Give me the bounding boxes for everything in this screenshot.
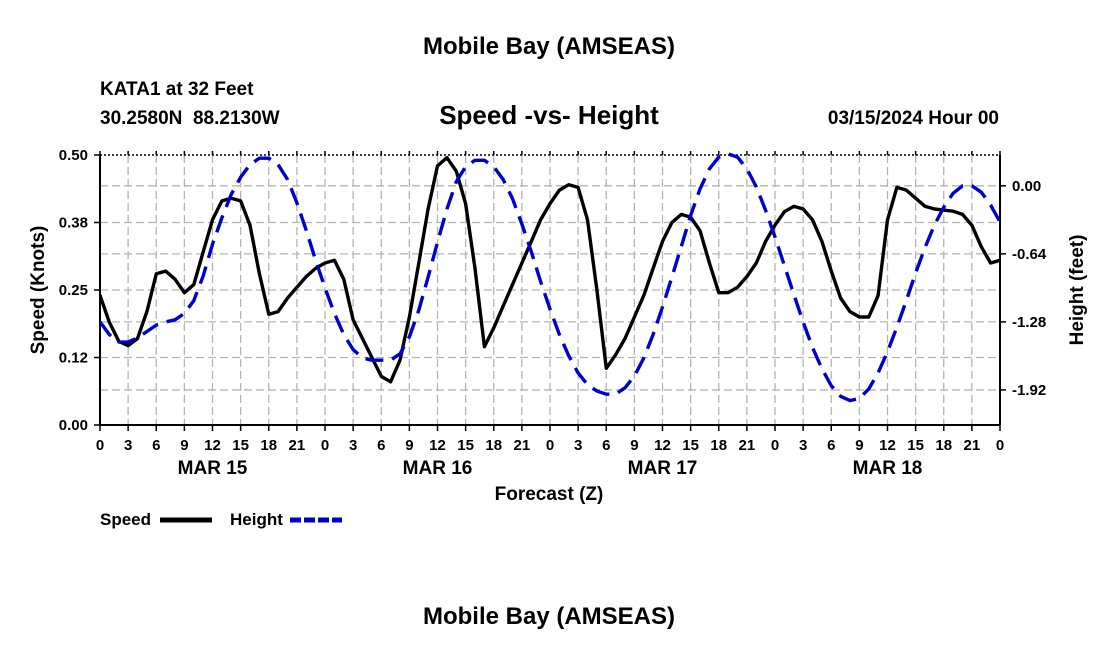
y-tick-label: 0.00 <box>59 417 88 434</box>
x-tick-label: 0 <box>321 437 329 454</box>
footer-title: Mobile Bay (AMSEAS) <box>423 603 675 630</box>
forecast-datetime: 03/15/2024 Hour 00 <box>828 108 999 129</box>
x-tick-label: 3 <box>124 437 132 454</box>
y-tick-label: 0.12 <box>59 350 88 367</box>
axes: 0 3 6 9 12 15 18 21 0 3 6 9 12 15 18 21 0 3 6 9 12 15 18 21 0 3 6 9… <box>59 147 1047 479</box>
x-date-label: MAR 16 <box>403 458 473 479</box>
x-tick-label: 21 <box>289 437 306 454</box>
x-tick-label: 15 <box>457 437 474 454</box>
y-tick-label: 0.50 <box>59 147 88 164</box>
y2-tick-label: -0.64 <box>1012 246 1047 263</box>
x-tick-label: 15 <box>232 437 249 454</box>
x-tick-label: 6 <box>152 437 160 454</box>
x-tick-label: 15 <box>682 437 699 454</box>
x-tick-label: 0 <box>96 437 104 454</box>
legend: Speed Height <box>100 510 342 529</box>
x-tick-label: 9 <box>180 437 188 454</box>
y2-axis-label: Height (feet) <box>1067 235 1088 346</box>
x-tick-label: 6 <box>602 437 610 454</box>
x-tick-label: 3 <box>799 437 807 454</box>
y-axis-label: Speed (Knots) <box>28 226 49 355</box>
x-tick-label: 0 <box>771 437 779 454</box>
x-tick-label: 9 <box>405 437 413 454</box>
x-tick-label: 18 <box>710 437 727 454</box>
station-label: KATA1 at 32 Feet <box>100 79 254 100</box>
legend-speed-label: Speed <box>100 510 151 529</box>
x-axis-label: Forecast (Z) <box>495 484 604 505</box>
speed-series-line <box>100 156 1000 384</box>
x-tick-label: 9 <box>630 437 638 454</box>
x-tick-label: 6 <box>827 437 835 454</box>
x-tick-label: 18 <box>485 437 502 454</box>
series <box>100 152 1000 403</box>
legend-height-label: Height <box>230 510 283 529</box>
chart-subtitle: Speed -vs- Height <box>439 100 659 130</box>
x-tick-label: 12 <box>654 437 671 454</box>
x-tick-label: 12 <box>204 437 221 454</box>
x-tick-label: 15 <box>907 437 924 454</box>
chart-title: Mobile Bay (AMSEAS) <box>423 33 675 60</box>
y2-tick-label: -1.92 <box>1012 382 1046 399</box>
y-tick-label: 0.38 <box>59 215 88 232</box>
x-tick-label: 3 <box>574 437 582 454</box>
x-tick-label: 3 <box>349 437 357 454</box>
x-tick-label: 6 <box>377 437 385 454</box>
x-tick-label: 21 <box>739 437 756 454</box>
x-tick-label: 12 <box>429 437 446 454</box>
coordinates-label: 30.2580N 88.2130W <box>100 108 280 129</box>
x-tick-label: 9 <box>855 437 863 454</box>
grid <box>100 155 1000 425</box>
height-series-line <box>100 152 1000 403</box>
y2-tick-label: -1.28 <box>1012 314 1046 331</box>
x-tick-label: 12 <box>879 437 896 454</box>
x-tick-label: 21 <box>964 437 981 454</box>
x-date-label: MAR 15 <box>178 458 248 479</box>
x-date-label: MAR 17 <box>628 458 698 479</box>
x-tick-label: 21 <box>514 437 531 454</box>
x-tick-label: 0 <box>546 437 554 454</box>
x-tick-label: 18 <box>935 437 952 454</box>
x-tick-label: 0 <box>996 437 1004 454</box>
x-date-label: MAR 18 <box>853 458 923 479</box>
y2-tick-label: 0.00 <box>1012 178 1041 195</box>
y-tick-label: 0.25 <box>59 282 88 299</box>
x-tick-label: 18 <box>260 437 277 454</box>
